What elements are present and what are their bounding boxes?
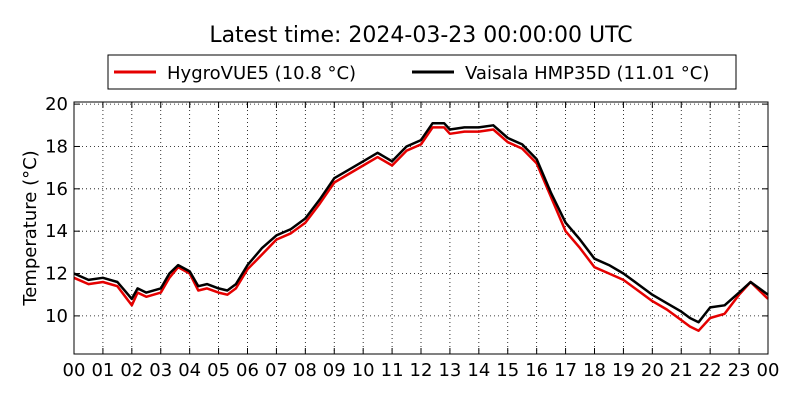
y-tick-label: 10 (45, 306, 68, 327)
y-tick-label: 20 (45, 94, 68, 115)
x-tick-label: 08 (294, 360, 317, 381)
y-axis-label: Temperature (°C) (20, 150, 41, 306)
x-tick-label: 14 (467, 360, 490, 381)
series-line-0 (73, 126, 769, 332)
x-tick-label: 18 (583, 360, 606, 381)
y-tick-label: 18 (45, 136, 68, 157)
x-tick-label: 10 (352, 360, 375, 381)
x-tick-label: 11 (381, 360, 404, 381)
y-tick-label: 12 (45, 264, 68, 285)
x-tick-label: 06 (236, 360, 259, 381)
y-axis: 10 12 14 16 18 20 (45, 94, 768, 327)
x-tick-label: 00 (757, 360, 780, 381)
y-tick-label: 14 (45, 221, 68, 242)
x-tick-label: 12 (410, 360, 433, 381)
x-tick-label: 20 (641, 360, 664, 381)
legend-label-series-1: Vaisala HMP35D (11.01 °C) (465, 63, 709, 84)
x-tick-label: 16 (525, 360, 548, 381)
x-tick-label: 02 (120, 360, 143, 381)
x-tick-label: 00 (63, 360, 86, 381)
x-tick-label: 22 (699, 360, 722, 381)
x-tick-label: 19 (612, 360, 635, 381)
series-layer (73, 121, 769, 332)
x-tick-label: 05 (207, 360, 230, 381)
legend-label-series-0: HygroVUE5 (10.8 °C) (167, 63, 356, 84)
series-line-1 (73, 121, 769, 324)
chart-title: Latest time: 2024-03-23 00:00:00 UTC (209, 23, 632, 48)
x-tick-label: 01 (91, 360, 114, 381)
x-tick-label: 15 (496, 360, 519, 381)
legend: HygroVUE5 (10.8 °C) Vaisala HMP35D (11.0… (107, 54, 737, 90)
x-tick-label: 04 (178, 360, 201, 381)
x-axis: 00 01 02 03 04 05 06 07 08 09 10 11 12 13 14 15 16 17 18 19… (63, 102, 780, 381)
x-tick-label: 17 (554, 360, 577, 381)
x-tick-label: 21 (670, 360, 693, 381)
x-tick-label: 09 (323, 360, 346, 381)
x-tick-label: 13 (438, 360, 461, 381)
x-tick-label: 23 (728, 360, 751, 381)
x-tick-label: 07 (265, 360, 288, 381)
x-tick-label: 03 (149, 360, 172, 381)
y-tick-label: 16 (45, 179, 68, 200)
